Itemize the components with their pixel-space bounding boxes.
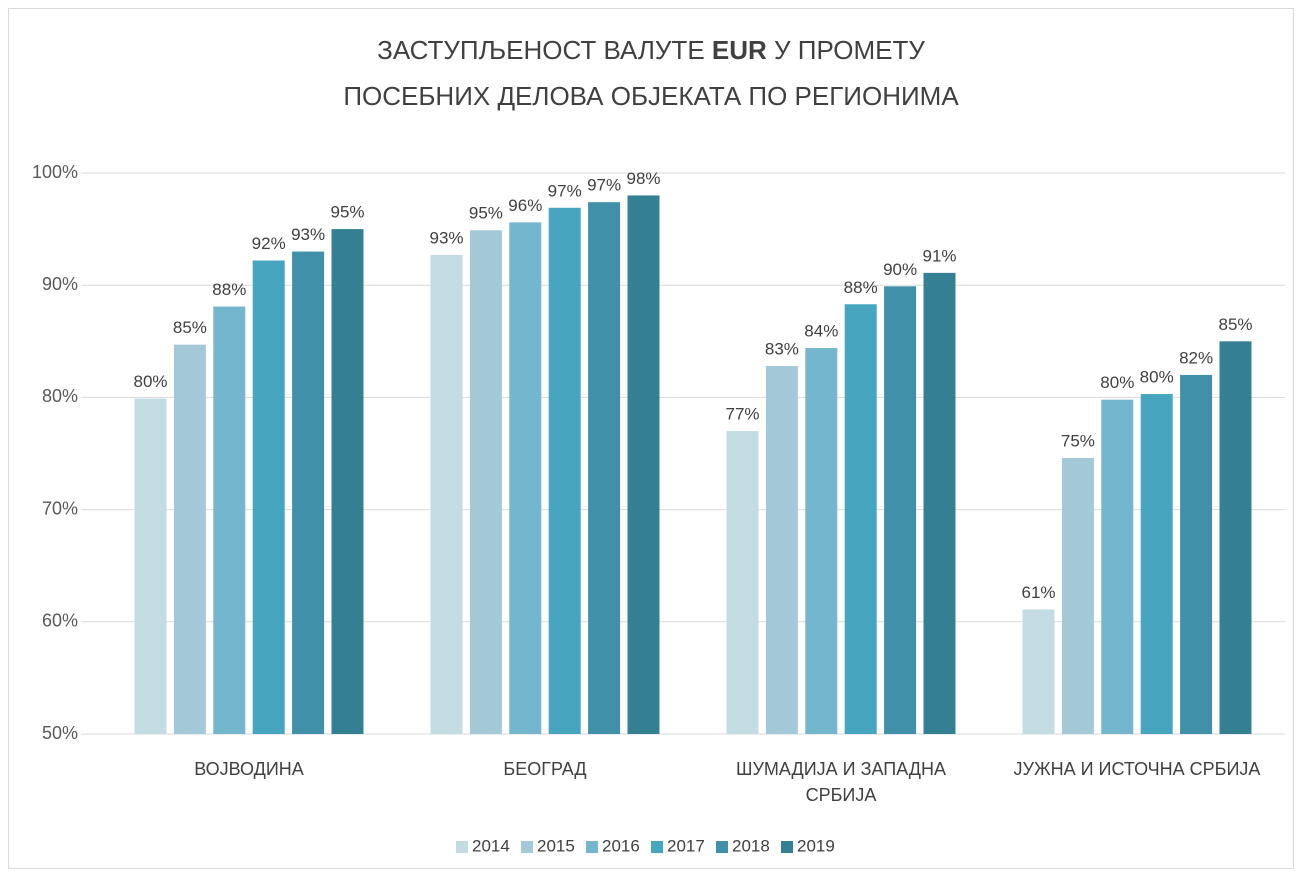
data-label: 98% xyxy=(626,169,660,188)
y-tick-label: 80% xyxy=(42,386,78,406)
title-part: У ПРОМЕТУ xyxy=(774,35,925,65)
legend-swatch xyxy=(521,841,533,853)
legend-label: 2016 xyxy=(602,836,640,855)
bar xyxy=(134,398,167,734)
y-tick-label: 50% xyxy=(42,723,78,743)
legend-swatch xyxy=(781,841,793,853)
data-label: 97% xyxy=(548,181,582,200)
data-label: 61% xyxy=(1021,583,1055,602)
bar xyxy=(923,272,956,734)
x-tick-label: ШУМАДИЈА И ЗАПАДНА СРБИЈА xyxy=(735,759,946,805)
data-label: 88% xyxy=(844,278,878,297)
bar xyxy=(252,260,285,734)
data-label: 75% xyxy=(1061,431,1095,450)
x-tick-label: ЈУЖНА И ИСТОЧНА СРБИЈА xyxy=(1013,759,1261,779)
bar xyxy=(805,348,838,734)
data-label: 90% xyxy=(883,260,917,279)
bar xyxy=(627,195,660,734)
legend-swatch xyxy=(586,841,598,853)
chart-title: ПОСЕБНИХ ДЕЛОВА ОБЈЕКАТА ПО РЕГИОНИМА xyxy=(343,81,959,111)
legend-label: 2014 xyxy=(472,836,510,855)
legend-swatch xyxy=(716,841,728,853)
title-part: EUR xyxy=(712,35,767,65)
data-label: 77% xyxy=(725,405,759,424)
data-label: 92% xyxy=(252,234,286,253)
bar xyxy=(1140,394,1173,734)
bar xyxy=(726,431,759,734)
data-label: 80% xyxy=(133,372,167,391)
bar xyxy=(1219,341,1252,734)
data-label: 95% xyxy=(330,203,364,222)
data-label: 80% xyxy=(1140,368,1174,387)
bar xyxy=(548,207,581,735)
bar xyxy=(213,306,246,734)
bar xyxy=(765,365,798,734)
y-tick-label: 60% xyxy=(42,611,78,631)
data-label: 82% xyxy=(1179,348,1213,367)
data-label: 85% xyxy=(1218,315,1252,334)
legend-label: 2019 xyxy=(797,836,835,855)
bar xyxy=(884,286,917,734)
data-label: 96% xyxy=(508,196,542,215)
legend-swatch xyxy=(651,841,663,853)
bar xyxy=(1022,609,1055,734)
data-label: 91% xyxy=(922,246,956,265)
bar xyxy=(588,202,621,734)
bar xyxy=(509,222,542,735)
data-label: 88% xyxy=(212,280,246,299)
legend-swatch xyxy=(456,841,468,853)
bar xyxy=(1101,399,1134,734)
data-label: 95% xyxy=(469,204,503,223)
bar xyxy=(173,344,206,734)
data-label: 80% xyxy=(1100,373,1134,392)
chart-title: ЗАСТУПЉЕНОСТ ВАЛУТЕ EUR У ПРОМЕТУ xyxy=(377,35,925,65)
data-label: 93% xyxy=(291,225,325,244)
bar xyxy=(430,254,463,734)
bar xyxy=(844,304,877,734)
x-tick-label: БЕОГРАД xyxy=(503,759,587,779)
y-tick-label: 70% xyxy=(42,498,78,518)
bar xyxy=(1061,457,1094,734)
bar xyxy=(469,230,502,735)
bar xyxy=(292,251,325,735)
x-tick-label: ВОЈВОДИНА xyxy=(194,759,304,779)
data-label: 85% xyxy=(173,318,207,337)
bar xyxy=(1180,374,1213,734)
title-part: ЗАСТУПЉЕНОСТ ВАЛУТЕ xyxy=(377,35,705,65)
data-label: 83% xyxy=(765,339,799,358)
legend-label: 2015 xyxy=(537,836,575,855)
legend-label: 2017 xyxy=(667,836,705,855)
data-label: 84% xyxy=(804,322,838,341)
bar xyxy=(331,229,364,734)
data-label: 93% xyxy=(429,228,463,247)
y-tick-label: 100% xyxy=(32,162,78,182)
legend-label: 2018 xyxy=(732,836,770,855)
data-label: 97% xyxy=(587,176,621,195)
y-tick-label: 90% xyxy=(42,274,78,294)
